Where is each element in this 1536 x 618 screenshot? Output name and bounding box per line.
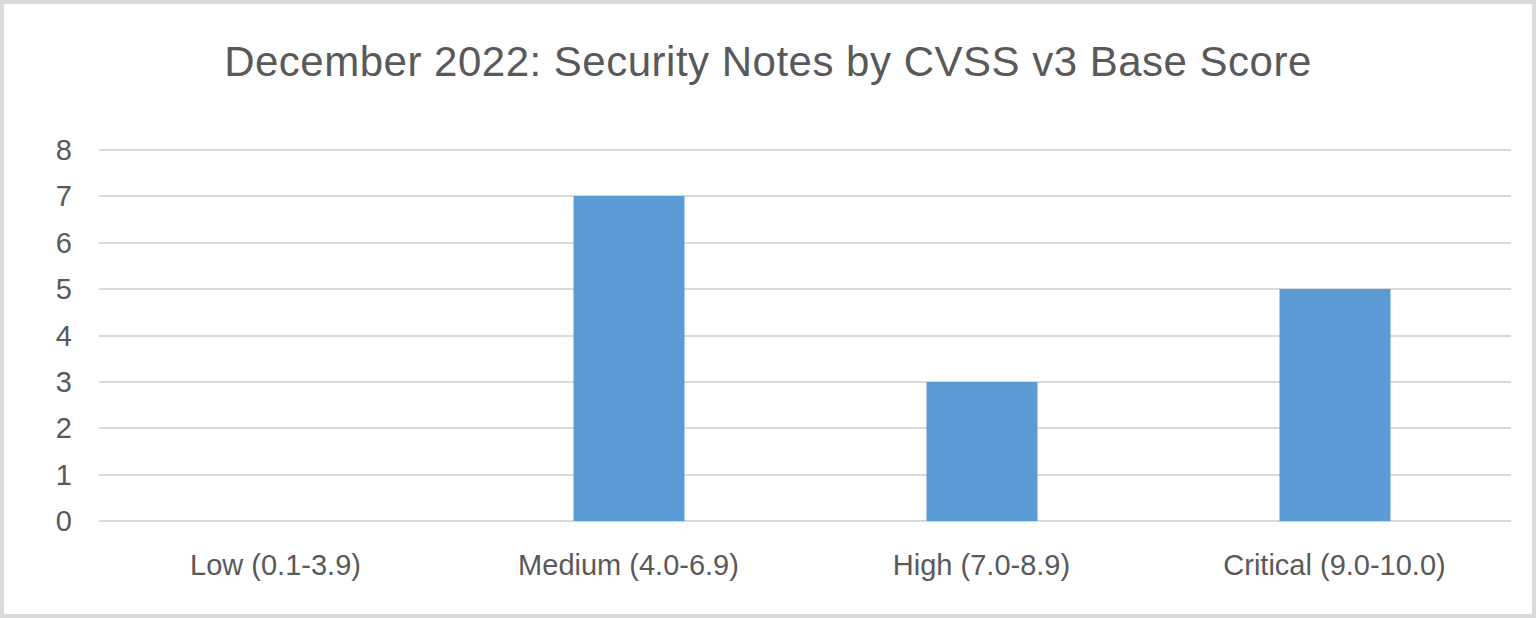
- bar-chart: December 2022: Security Notes by CVSS v3…: [0, 0, 1536, 618]
- bar: [573, 196, 684, 521]
- x-axis: Low (0.1-3.9) Medium (4.0-6.9) High (7.0-8…: [99, 546, 1511, 590]
- bar: [926, 382, 1037, 521]
- y-tick-label: 1: [4, 460, 72, 489]
- y-tick-label: 5: [4, 275, 72, 304]
- y-tick-label: 0: [4, 507, 72, 536]
- y-axis: 012345678: [4, 150, 72, 521]
- y-tick-label: 8: [4, 136, 72, 165]
- chart-title: December 2022: Security Notes by CVSS v3…: [4, 38, 1532, 86]
- plot-area: [99, 150, 1511, 521]
- gridline: [99, 242, 1511, 244]
- x-category-label: Critical (9.0-10.0): [1223, 548, 1445, 583]
- bar: [1279, 289, 1390, 521]
- y-tick-label: 3: [4, 367, 72, 396]
- x-category-label: Medium (4.0-6.9): [518, 548, 739, 583]
- gridline: [99, 149, 1511, 151]
- y-tick-label: 6: [4, 228, 72, 257]
- x-category-label: Low (0.1-3.9): [190, 548, 361, 583]
- y-tick-label: 7: [4, 182, 72, 211]
- gridline: [99, 195, 1511, 197]
- x-category-label: High (7.0-8.9): [893, 548, 1070, 583]
- y-tick-label: 4: [4, 321, 72, 350]
- y-tick-label: 2: [4, 414, 72, 443]
